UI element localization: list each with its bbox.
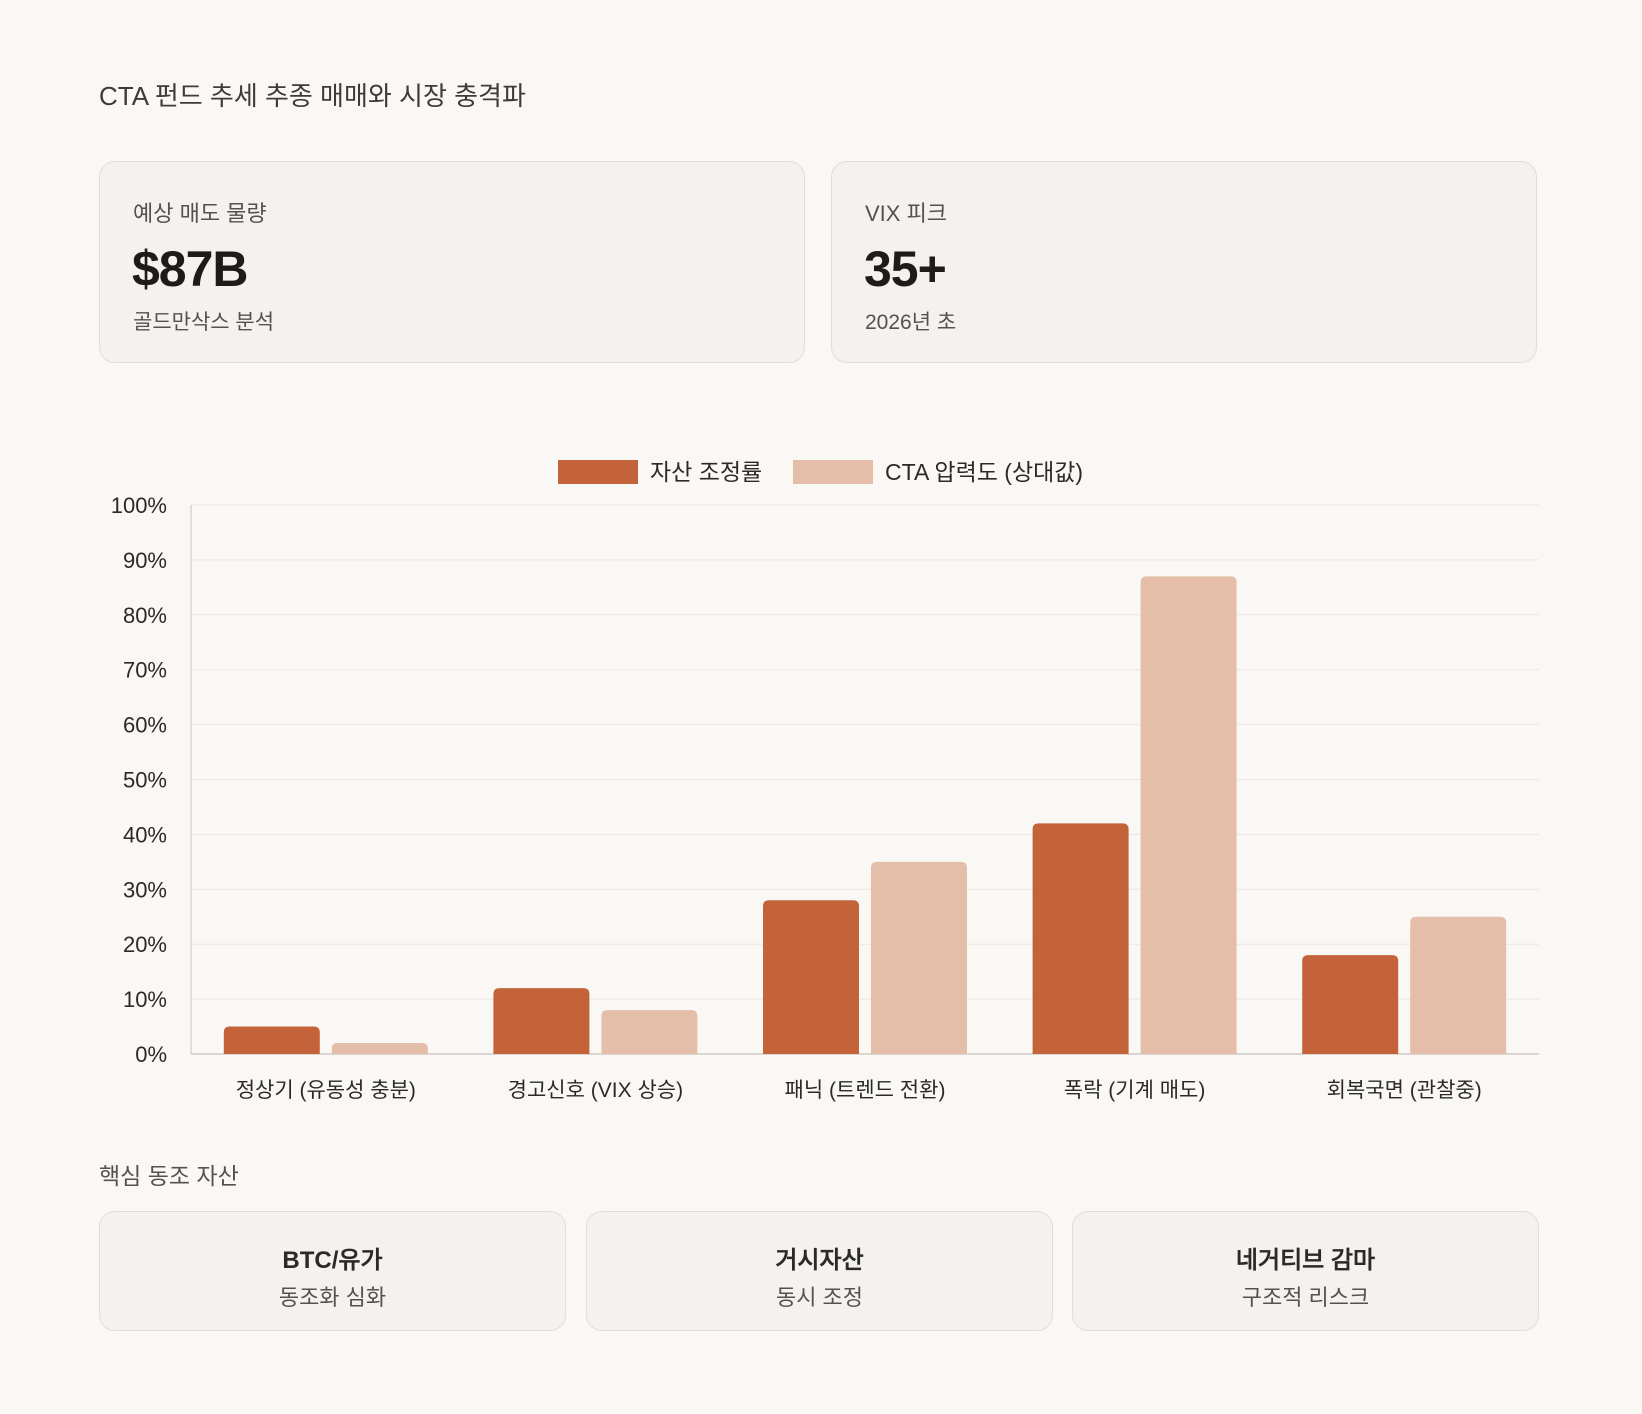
y-tick-label: 70% [123,658,167,683]
y-tick-label: 90% [123,548,167,573]
kpi-card-vix-peak: VIX 피크 35+ 2026년 초 [831,161,1537,363]
x-tick-label: 패닉 (트렌드 전환) [785,1079,946,1102]
asset-card-btc-oil: BTC/유가 동조화 심화 [99,1211,566,1331]
x-tick-label: 폭락 (기계 매도) [1064,1079,1206,1102]
bar-series-1-1 [223,1026,320,1054]
kpi-card-sell-volume: 예상 매도 물량 $87B 골드만삭스 분석 [99,161,805,363]
asset-desc: 구조적 리스크 [1241,1285,1370,1310]
page-title: CTA 펀드 추세 추종 매매와 시장 충격파 [99,81,526,111]
y-tick-label: 50% [123,768,167,793]
legend-label: CTA 압력도 (상대값) [885,459,1083,485]
kpi-value: 35+ [864,241,947,297]
asset-name: 거시자산 [775,1247,864,1274]
y-tick-label: 40% [123,822,167,847]
y-tick-label: 100% [111,493,167,518]
y-tick-label: 20% [123,932,167,957]
y-tick-label: 10% [123,987,167,1012]
legend-label: 자산 조정률 [650,459,762,485]
bar-series-1-4 [1032,823,1129,1054]
bar-series-1-3 [763,900,859,1054]
y-tick-label: 0% [135,1042,167,1067]
asset-card-negative-gamma: 네거티브 감마 구조적 리스크 [1072,1211,1539,1331]
bar-series-1-5 [1302,955,1399,1054]
kpi-label: 예상 매도 물량 [133,201,267,226]
kpi-value: $87B [132,241,249,297]
y-tick-label: 80% [123,603,167,628]
asset-name: BTC/유가 [282,1247,383,1274]
legend-swatch [793,460,873,484]
bar-series-2-5 [1410,916,1507,1054]
bar-series-2-2 [601,1010,698,1054]
bar-chart: 0% 10% 20% 30% 40% 50% 60% 70% 80% 90% 100% 정상기 (유동… [111,459,1539,1102]
asset-card-macro: 거시자산 동시 조정 [586,1211,1053,1331]
section-title: 핵심 동조 자산 [99,1163,239,1189]
bar-series-2-4 [1140,576,1237,1054]
bar-series-2-3 [871,861,967,1054]
x-tick-label: 경고신호 (VIX 상승) [508,1079,683,1102]
bar-series-1-2 [493,988,590,1054]
kpi-label: VIX 피크 [865,201,948,226]
kpi-period: 2026년 초 [865,311,957,334]
x-tick-label: 정상기 (유동성 충분) [236,1079,416,1102]
asset-name: 네거티브 감마 [1235,1247,1376,1274]
kpi-source: 골드만삭스 분석 [133,311,275,334]
asset-desc: 동시 조정 [775,1285,864,1310]
bar-series-2-1 [331,1043,428,1054]
legend-swatch [558,460,638,484]
asset-desc: 동조화 심화 [278,1285,387,1310]
x-tick-label: 회복국면 (관찰중) [1327,1079,1482,1102]
y-tick-label: 60% [123,713,167,738]
y-tick-label: 30% [123,877,167,902]
